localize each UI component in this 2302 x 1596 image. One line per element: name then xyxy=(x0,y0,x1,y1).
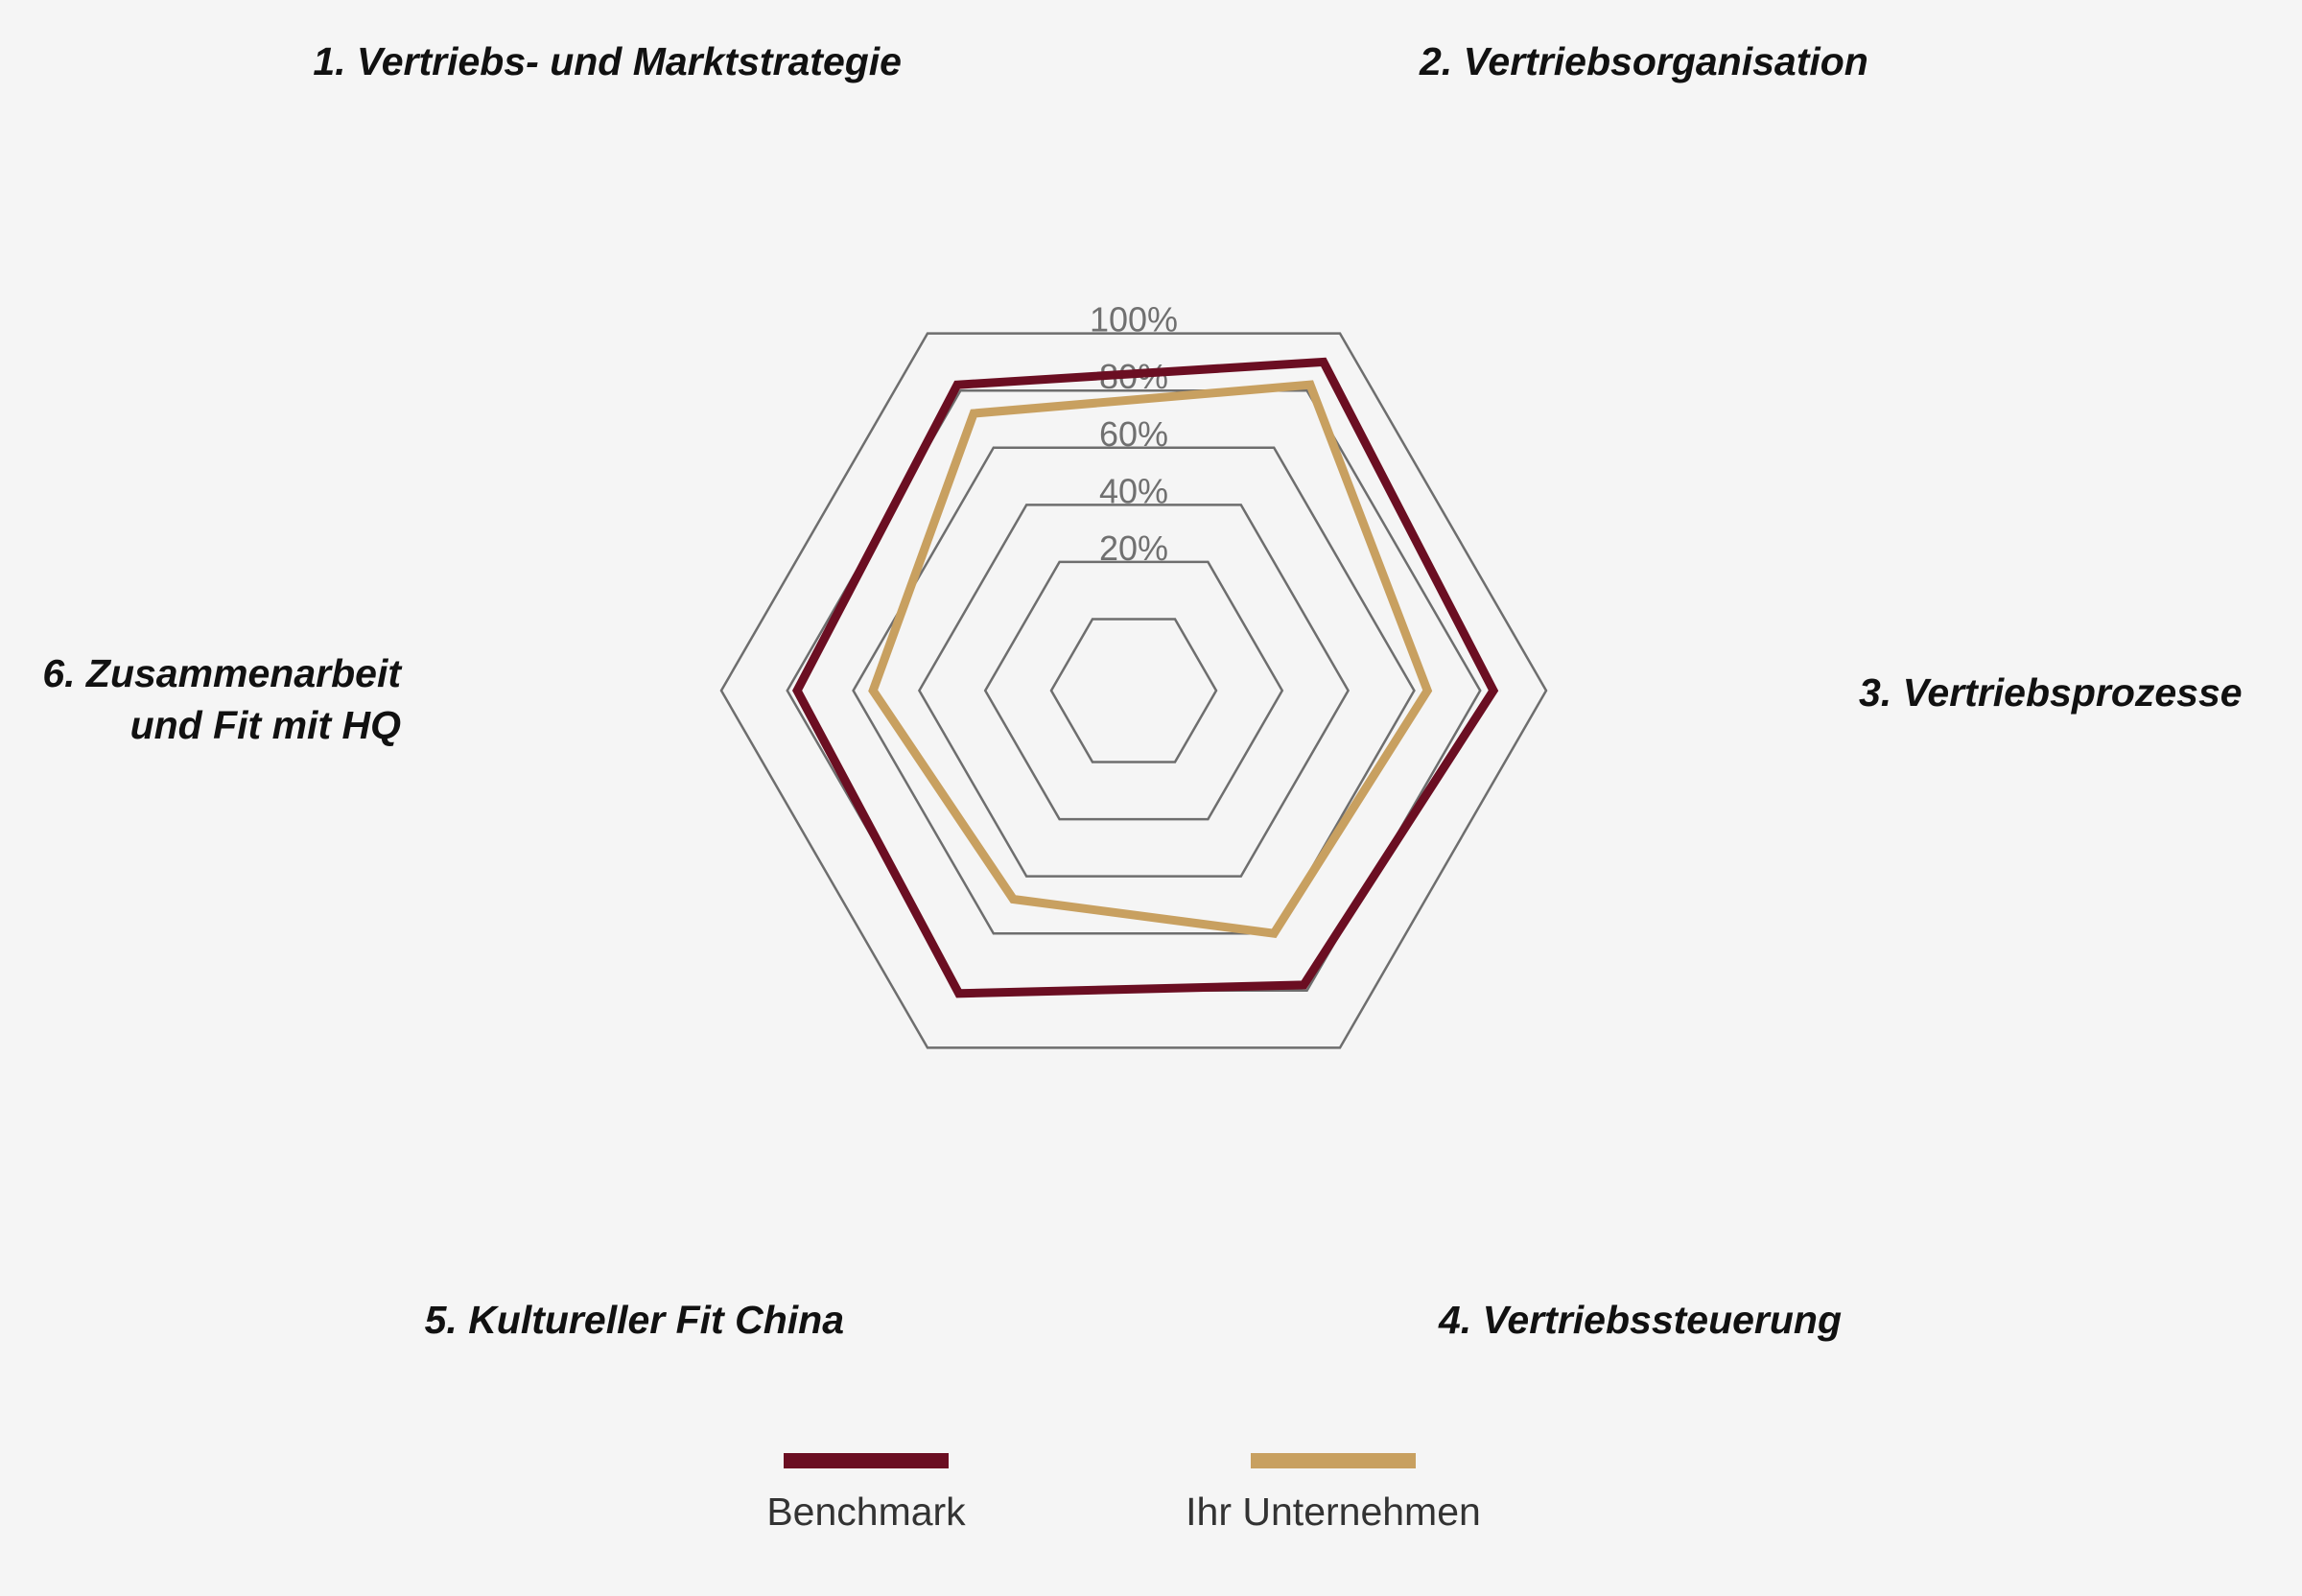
data-series xyxy=(792,357,1499,998)
legend: Benchmark Ihr Unternehmen xyxy=(766,1453,1481,1534)
legend-label-2: Ihr Unternehmen xyxy=(1186,1490,1481,1534)
axis-label-2: 2. Vertriebsorganisation xyxy=(1419,39,1868,83)
grid-ring-100 xyxy=(719,332,1548,1049)
grid-rings xyxy=(719,332,1548,1049)
series-ihr-unternehmen xyxy=(868,380,1433,939)
axis-label-1: 1. Vertriebs- und Marktstrategie xyxy=(313,39,902,83)
grid-ring-80 xyxy=(786,388,1482,993)
series-benchmark xyxy=(792,357,1499,998)
tick-label-40: 40% xyxy=(1099,471,1168,510)
grid-ring-20 xyxy=(983,560,1284,821)
axis-labels: 1. Vertriebs- und Marktstrategie 2. Vertr… xyxy=(42,39,2242,1342)
axis-label-5: 5. Kultureller Fit China xyxy=(425,1298,844,1342)
axis-label-4: 4. Vertriebssteuerung xyxy=(1438,1298,1842,1342)
grid-ring-0 xyxy=(1049,618,1218,763)
tick-labels: 20%40%60%80%100% xyxy=(1090,300,1178,568)
axis-label-6: 6. Zusammenarbeit und Fit mit HQ xyxy=(42,651,403,747)
legend-label-1: Benchmark xyxy=(766,1490,966,1534)
tick-label-100: 100% xyxy=(1090,300,1178,340)
grid-ring-40 xyxy=(917,504,1351,878)
tick-label-60: 60% xyxy=(1099,414,1168,454)
axis-label-3: 3. Vertriebsprozesse xyxy=(1859,670,2243,715)
tick-label-20: 20% xyxy=(1099,528,1168,568)
